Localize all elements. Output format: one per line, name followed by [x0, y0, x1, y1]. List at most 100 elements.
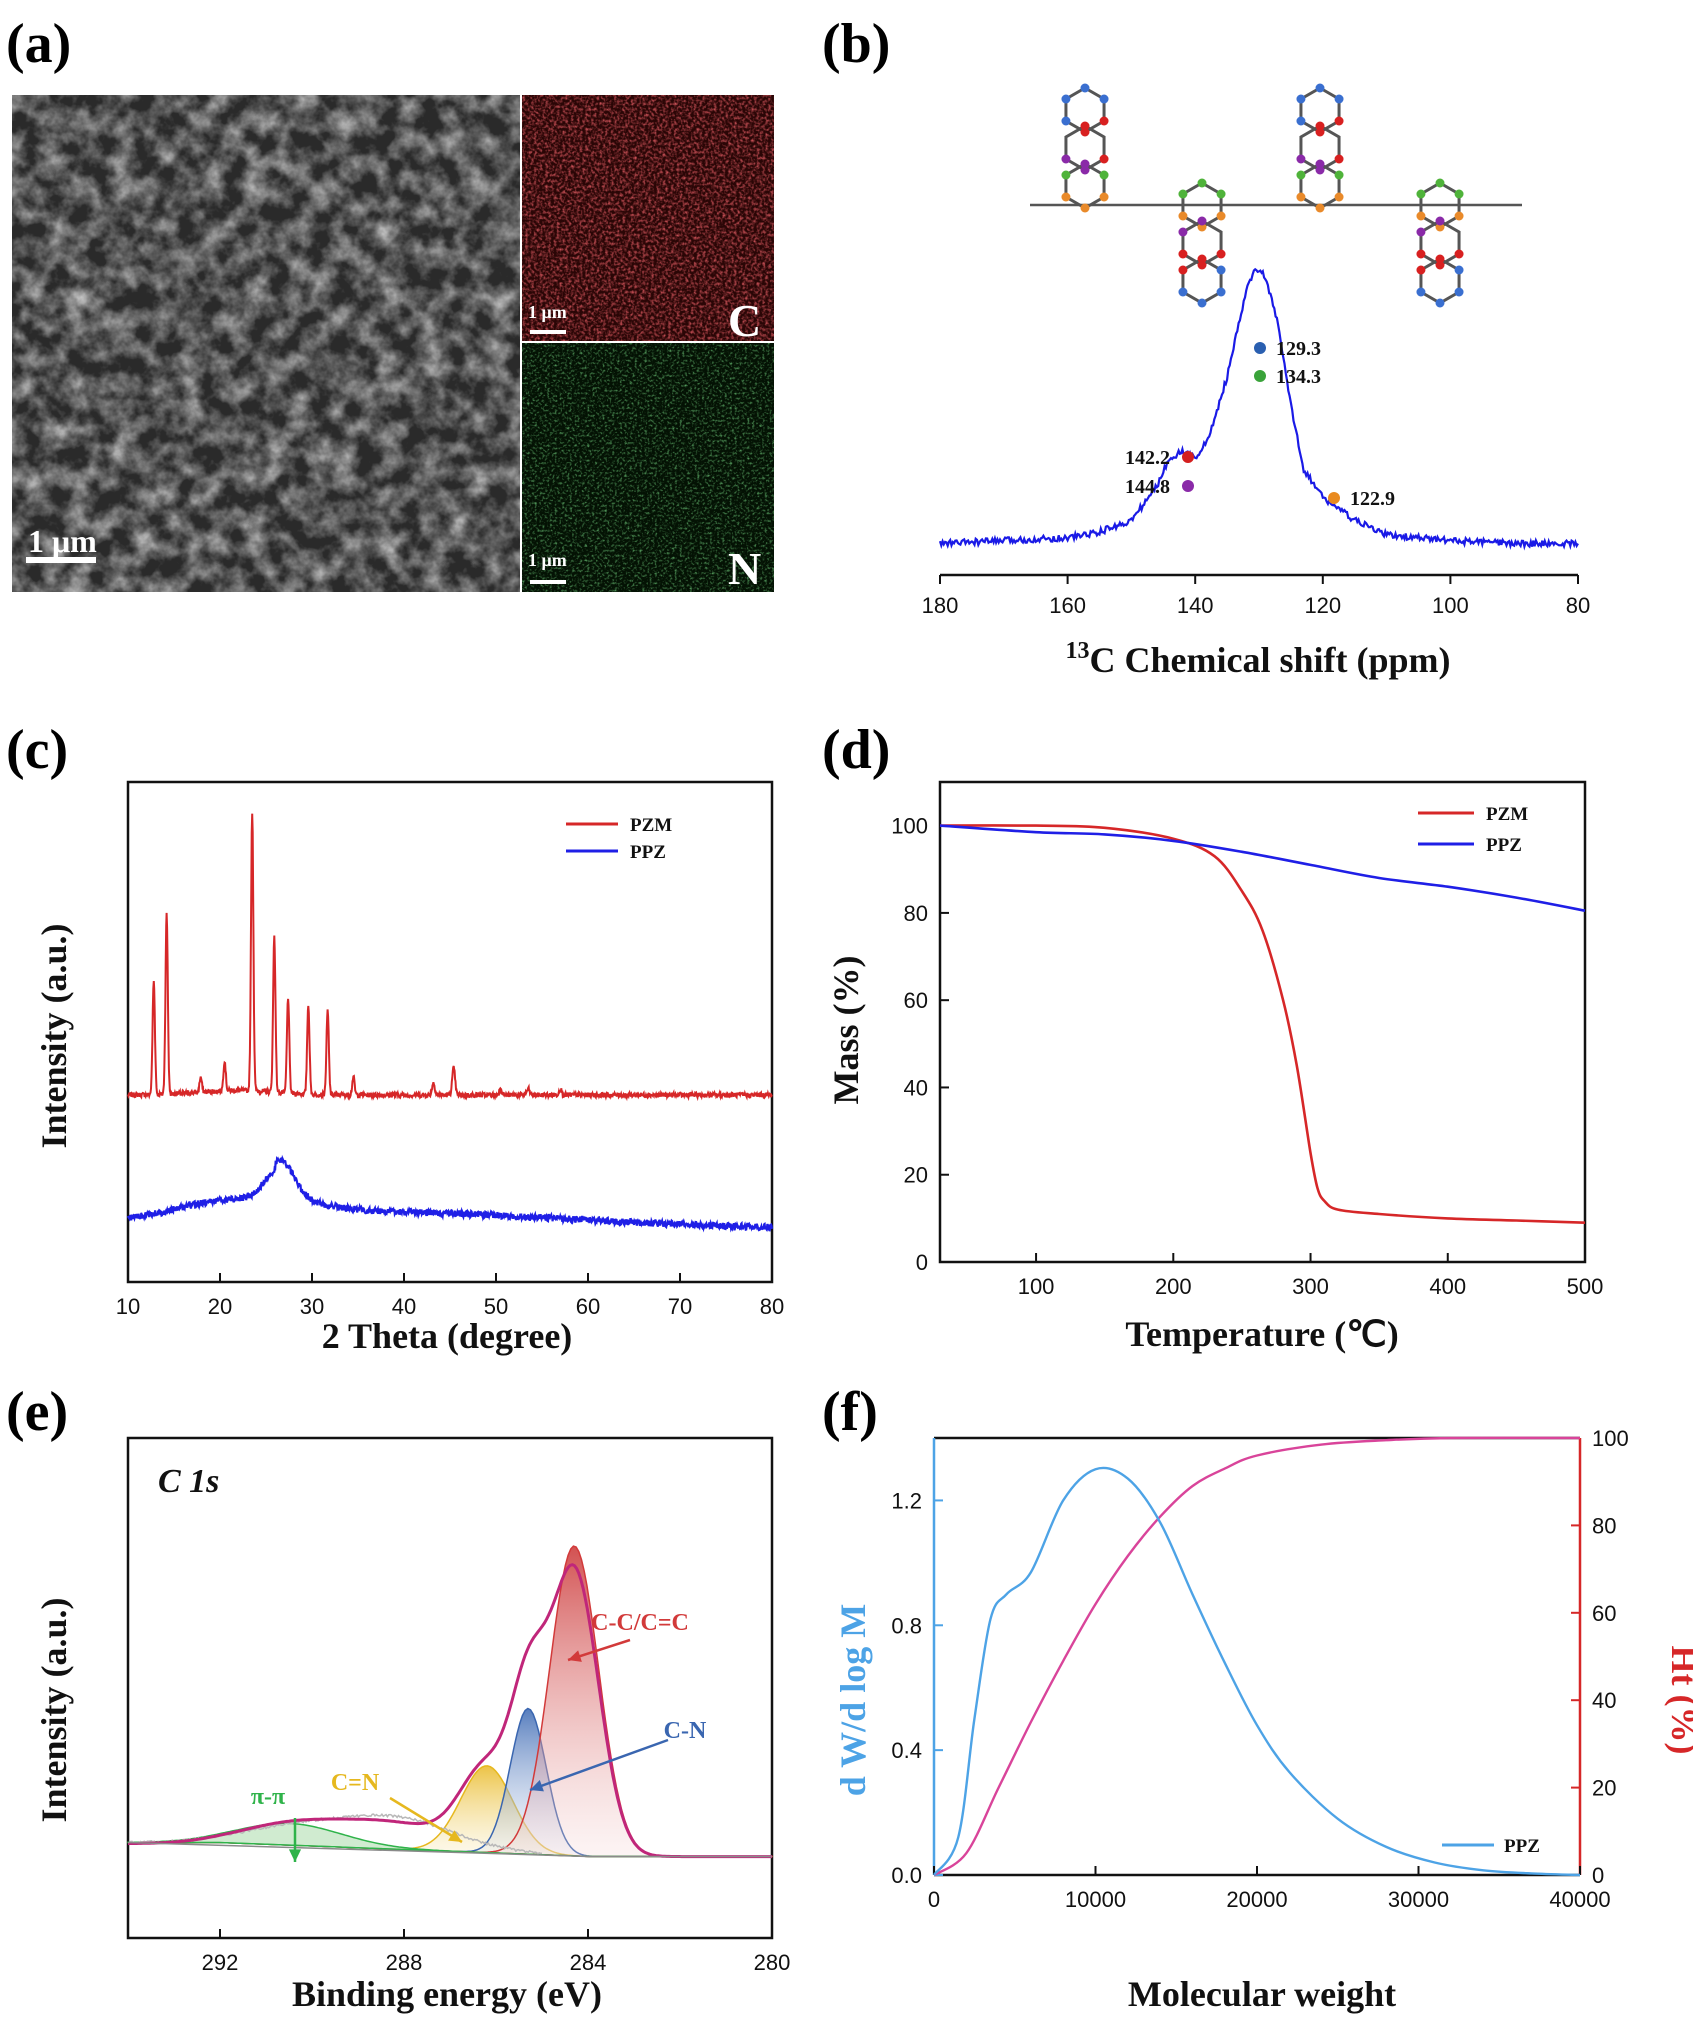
b-peak-label: 144.8: [1125, 476, 1170, 498]
f-y-axis-right-title: Ht (%): [1664, 1646, 1693, 1755]
e-x-tick-label: 284: [570, 1950, 607, 1975]
d-x-tick-label: 300: [1292, 1274, 1329, 1299]
d-y-tick-label: 40: [904, 1075, 928, 1100]
ring-atom: [1216, 265, 1226, 275]
ring-atom: [1416, 265, 1426, 275]
b-nmr-spectrum-line: [938, 267, 1579, 551]
panel-f-gpc-chart: 0 10000 20000 30000 40000 0.0 0.4 0.8 1.2 0 20 40 60…: [833, 1426, 1693, 2014]
ring-atom: [1216, 189, 1226, 199]
d-x-tick-label: 500: [1567, 1274, 1604, 1299]
c-legend-label-pzm: PZM: [630, 815, 672, 836]
ring-atom: [1435, 178, 1445, 188]
b-x-tick-label: 100: [1432, 593, 1469, 618]
e-annotation-arrowhead: [568, 1650, 582, 1662]
e-x-tick-label: 292: [202, 1950, 239, 1975]
ring-atom: [1416, 227, 1426, 237]
sem-scale-label: 1 μm: [28, 523, 97, 559]
e-x-tick-label: 280: [754, 1950, 791, 1975]
b-peak-label: 129.3: [1276, 338, 1321, 360]
ring-linker: [1296, 159, 1344, 213]
ring-atom: [1296, 154, 1306, 164]
ring-atom: [1178, 189, 1188, 199]
d-y-tick-label: 20: [904, 1163, 928, 1188]
e-title: C 1s: [158, 1463, 219, 1500]
c-x-tick-label: 70: [668, 1294, 692, 1319]
ring-atom: [1296, 170, 1306, 180]
panel-label-f: (f): [822, 1381, 878, 1443]
ring-atom: [1099, 192, 1109, 202]
b-x-tick-label: 120: [1304, 593, 1341, 618]
b-peak-marker-dot: [1182, 480, 1194, 492]
d-x-tick-label: 400: [1429, 1274, 1466, 1299]
f-y-axis-title: d W/d log M: [833, 1604, 873, 1796]
f-y-right-tick-label: 40: [1592, 1688, 1616, 1713]
c-x-tick-label: 40: [392, 1294, 416, 1319]
f-y-right-tick-label: 80: [1592, 1513, 1616, 1538]
ring-atom: [1334, 170, 1344, 180]
ring-atom: [1435, 298, 1445, 308]
c-x-tick-label: 20: [208, 1294, 232, 1319]
ring-atom: [1296, 192, 1306, 202]
e-annotation-arrow-line: [529, 1738, 669, 1792]
f-legend: PPZ: [1442, 1836, 1540, 1857]
d-y-tick-label: 60: [904, 988, 928, 1013]
ring-atom: [1061, 154, 1071, 164]
f-x-tick-label: 10000: [1065, 1887, 1126, 1912]
ring-atom: [1334, 94, 1344, 104]
ring-atom: [1454, 265, 1464, 275]
ring-atom: [1197, 216, 1207, 226]
ring-linker: [1416, 178, 1464, 232]
ring-atom: [1416, 249, 1426, 259]
f-y-right-tick-label: 0: [1592, 1863, 1604, 1888]
d-y-axis-title: Mass (%): [826, 956, 866, 1105]
f-y-tick-label: 1.2: [891, 1488, 922, 1513]
f-x-tick-label: 40000: [1549, 1887, 1610, 1912]
e-envelope-line: [127, 1563, 772, 1859]
ring-atom: [1435, 216, 1445, 226]
ring-linker: [1061, 159, 1109, 213]
panel-label-e: (e): [6, 1381, 68, 1443]
f-y-right-tick-label: 100: [1592, 1426, 1629, 1451]
e-background-line: [127, 1841, 772, 1858]
sem-image: 1 μm: [12, 95, 520, 592]
f-x-axis-title: Molecular weight: [1128, 1974, 1396, 2014]
ring-atom: [1080, 203, 1090, 213]
eds-n-label: N: [728, 543, 761, 594]
d-series-line-pzm: [939, 824, 1586, 1224]
f-legend-label-ppz: PPZ: [1504, 1836, 1540, 1857]
e-annotation-: π-π: [251, 1784, 302, 1862]
ring-atom: [1216, 287, 1226, 297]
ring-atom: [1454, 211, 1464, 221]
ring-atom: [1061, 192, 1071, 202]
ring-atom: [1099, 116, 1109, 126]
ring-atom: [1178, 211, 1188, 221]
e-annotation-label: C=N: [331, 1770, 380, 1796]
ring-atom: [1416, 211, 1426, 221]
ring-atom: [1334, 192, 1344, 202]
ring-atom: [1315, 203, 1325, 213]
ring-atom: [1178, 249, 1188, 259]
ring-atom: [1197, 178, 1207, 188]
d-series-line-ppz: [939, 824, 1586, 912]
b-peak-marker-dot: [1254, 370, 1266, 382]
ring-atom: [1061, 116, 1071, 126]
e-x-axis-title: Binding energy (eV): [292, 1974, 602, 2014]
c-x-axis-title: 2 Theta (degree): [322, 1316, 573, 1356]
b-x-tick-label: 140: [1177, 593, 1214, 618]
d-x-tick-label: 100: [1018, 1274, 1055, 1299]
f-x-tick-label: 30000: [1388, 1887, 1449, 1912]
e-annotation-label: C-C/C=C: [591, 1610, 689, 1636]
d-y-tick-label: 0: [916, 1250, 928, 1275]
c-y-axis-title: Intensity (a.u.): [34, 923, 74, 1148]
ring-atom: [1454, 287, 1464, 297]
b-peak-label: 122.9: [1350, 488, 1395, 510]
ring-atom: [1315, 121, 1325, 131]
c-pzm-line: [127, 813, 773, 1102]
ring-atom: [1197, 254, 1207, 264]
f-ht-cumulative-line: [933, 1436, 1581, 1877]
e-annotation-arrowhead: [448, 1830, 462, 1842]
e-component-cccc: [128, 1545, 773, 1858]
panel-label-c: (c): [6, 719, 68, 781]
d-y-tick-label: 80: [904, 901, 928, 926]
